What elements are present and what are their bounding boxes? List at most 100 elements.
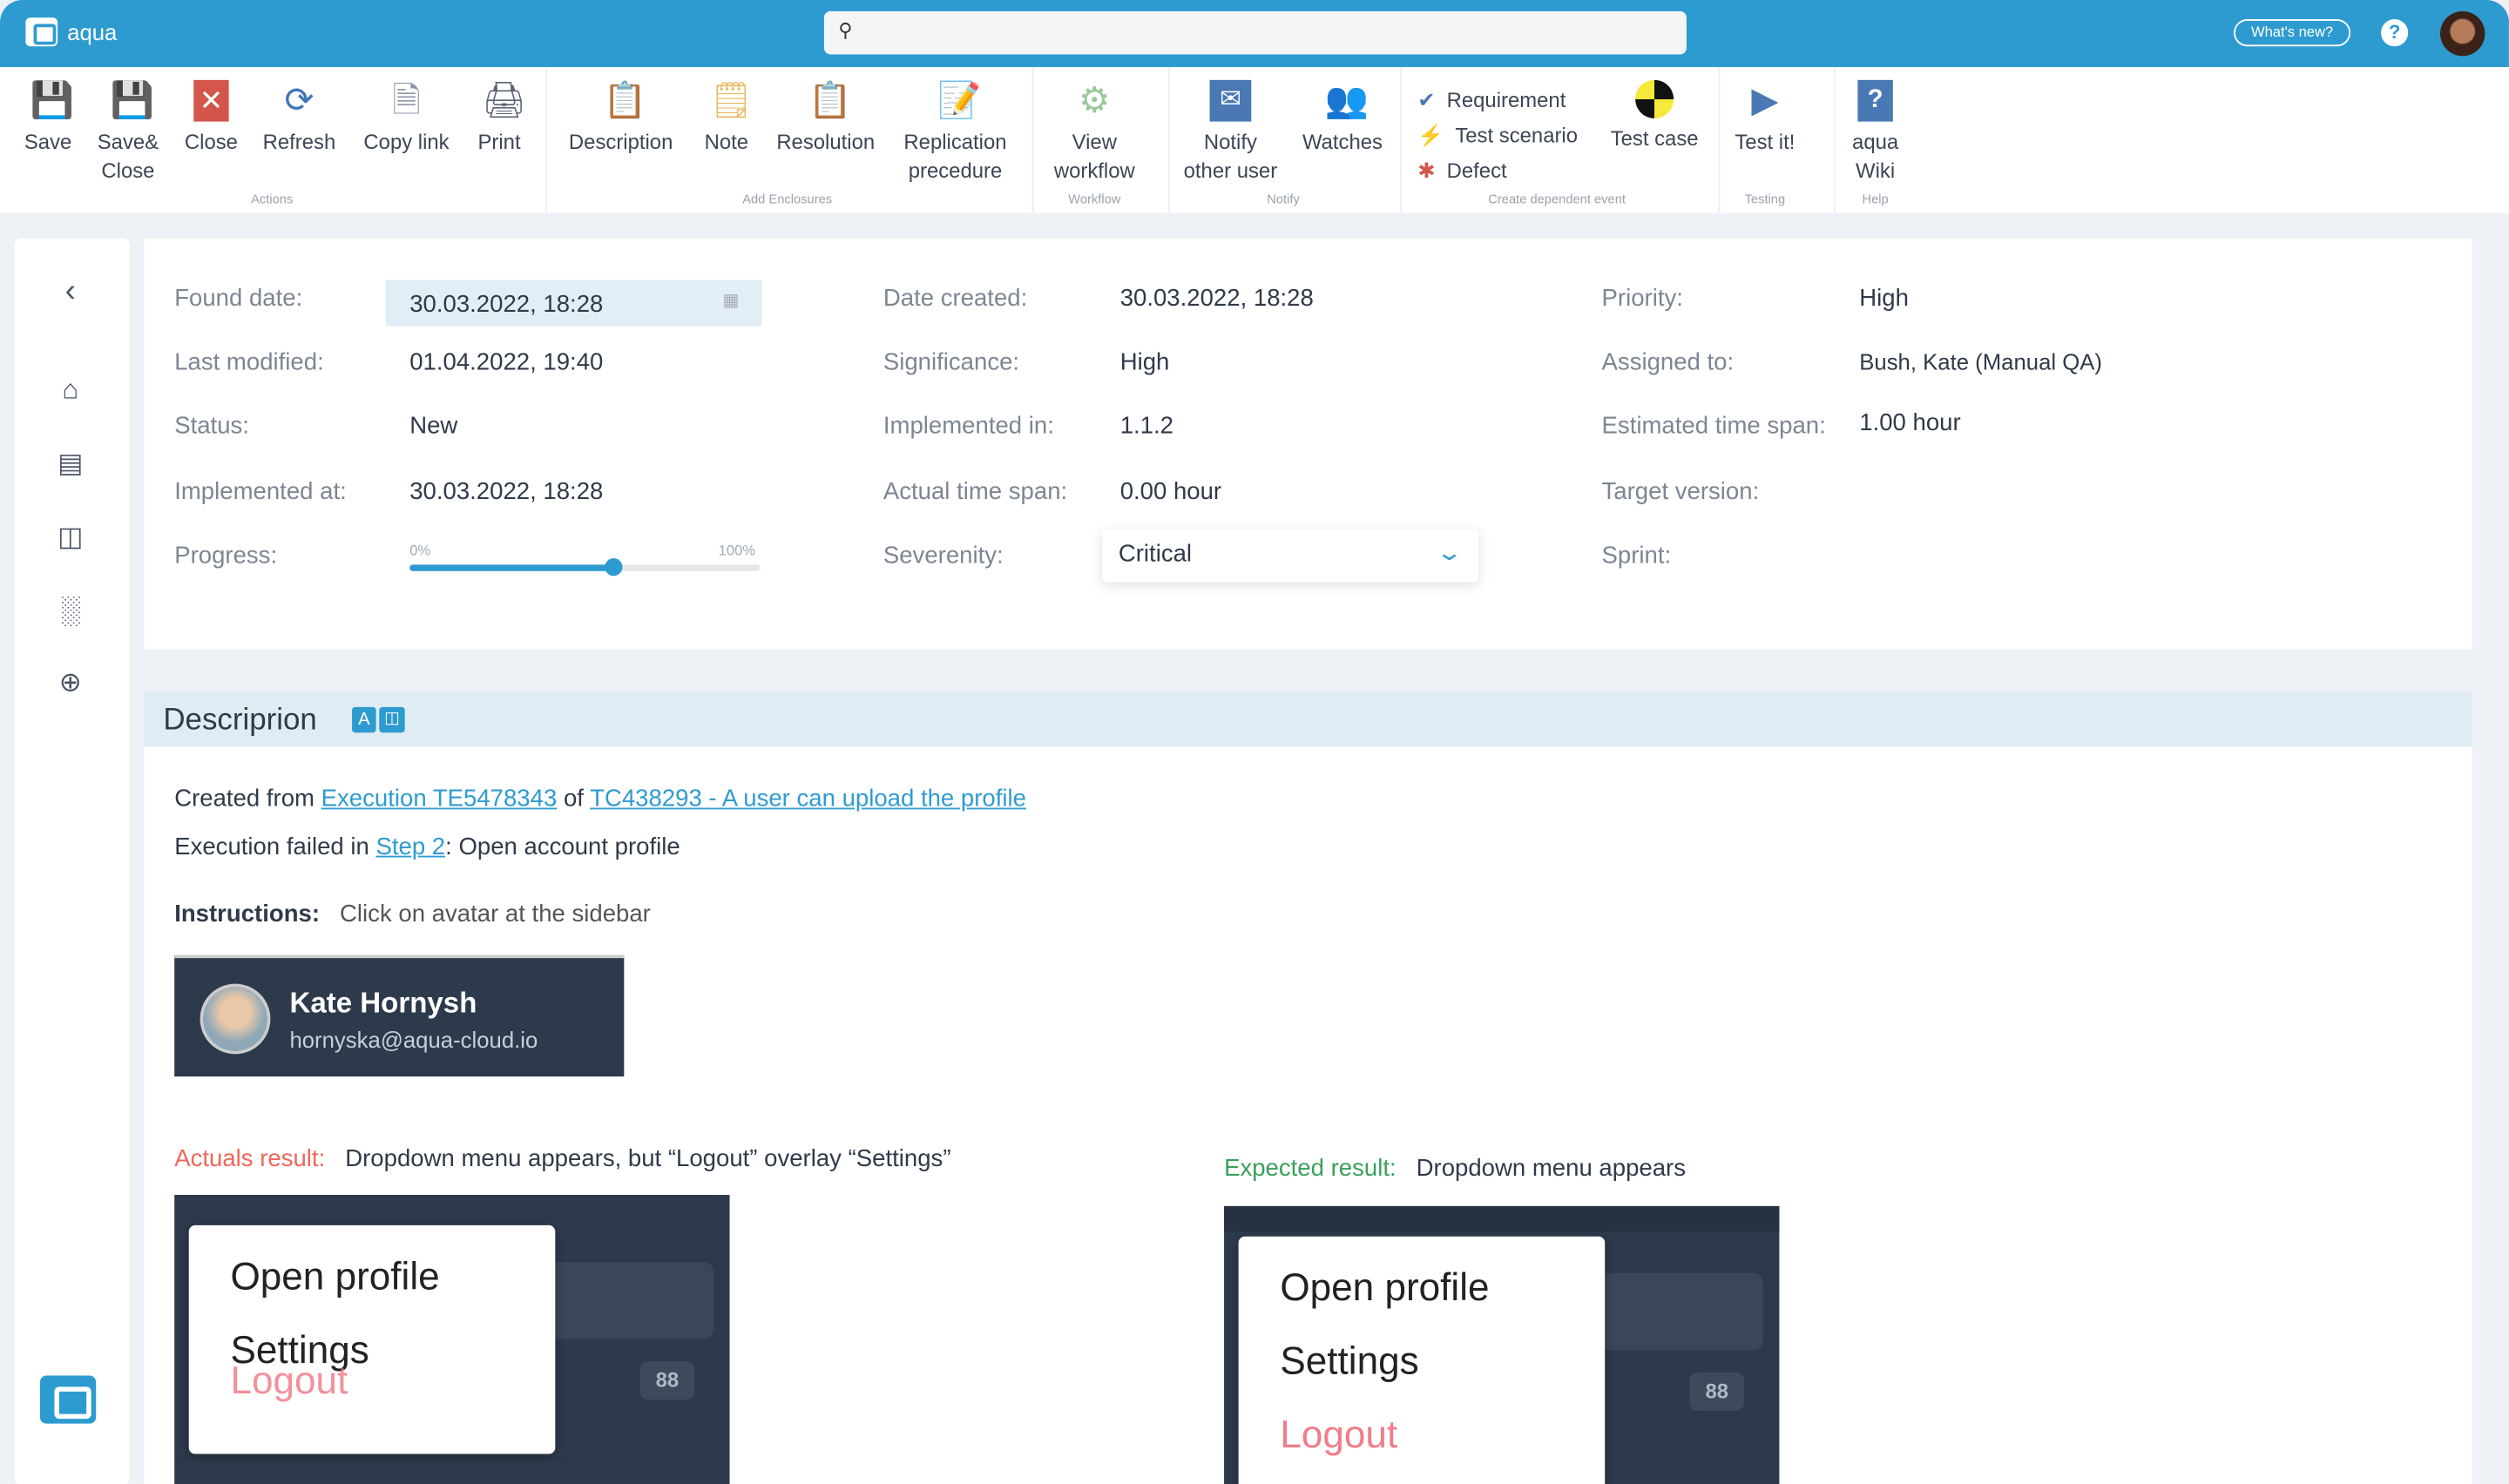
severity-select[interactable]: Critical ⌄ — [1102, 529, 1479, 583]
resolution-button[interactable]: 📋 Resolution — [774, 80, 877, 157]
search-input[interactable]: ⚲ — [823, 10, 1687, 55]
grid-icon[interactable]: ⊕ — [58, 666, 82, 698]
found-date-value[interactable]: 30.03.2022, 18:28 — [409, 291, 604, 319]
last-modified-value: 01.04.2022, 19:40 — [409, 348, 604, 376]
group-label: Actions — [251, 192, 294, 206]
requirement-button[interactable]: ✔ Requirement — [1417, 88, 1566, 113]
save-icon: 💾 — [30, 79, 75, 120]
play-icon: ▶ — [1751, 79, 1779, 120]
progress-label: Progress: — [174, 542, 278, 570]
back-chevron-icon[interactable]: ‹ — [64, 273, 76, 309]
menu-logout: Logout — [230, 1359, 348, 1403]
translate-icon[interactable]: ◫ — [379, 706, 405, 733]
left-sidebar: ‹ ⌂ ▤ ◫ ░ ⊕ — [14, 238, 130, 1484]
label: Resolution — [776, 129, 876, 154]
text: of — [563, 785, 584, 813]
app-logo[interactable]: aqua — [25, 17, 117, 47]
found-date-input[interactable]: ▦ — [385, 280, 762, 327]
progress-max: 100% — [718, 542, 755, 559]
replication-icon: 📝 — [937, 79, 982, 120]
copy-link-button[interactable]: 🗎 Copy link — [360, 80, 453, 157]
description-button[interactable]: 📋 Description — [564, 80, 679, 157]
font-icon[interactable]: A — [352, 706, 376, 733]
divider — [1718, 67, 1721, 213]
implemented-at-label: Implemented at: — [174, 478, 347, 506]
instructions-label: Instructions: — [174, 901, 321, 928]
aqua-wiki-button[interactable]: ? aqua Wiki — [1840, 79, 1910, 186]
home-icon[interactable]: ⌂ — [62, 374, 79, 405]
users-icon: 👥 — [1324, 79, 1369, 120]
label: Test case — [1610, 126, 1699, 151]
progress-slider[interactable] — [409, 558, 761, 577]
actual-time-value: 0.00 hour — [1119, 478, 1222, 506]
calendar-icon[interactable]: ▦ — [722, 291, 740, 311]
print-button[interactable]: 🖨 Print — [472, 80, 526, 157]
execution-link[interactable]: Execution TE5478343 — [321, 785, 558, 813]
label: Notify other user — [1183, 129, 1278, 183]
chart-icon[interactable]: ░ — [60, 595, 80, 626]
close-icon: ✕ — [193, 79, 229, 122]
view-workflow-button[interactable]: ⚙ View workflow — [1044, 80, 1146, 186]
test-case-button[interactable]: Test case — [1606, 79, 1702, 153]
map-icon[interactable]: ▤ — [57, 448, 84, 479]
whats-new-button[interactable]: What's new? — [2234, 19, 2351, 47]
refresh-button[interactable]: ⟳ Refresh — [262, 79, 336, 157]
note-button[interactable]: 🗒 Note — [698, 80, 755, 157]
defect-button[interactable]: ✱ Defect — [1417, 159, 1506, 184]
group-label: Workflow — [1068, 192, 1121, 206]
label: Defect — [1446, 158, 1507, 183]
decor — [1224, 1205, 1780, 1232]
last-modified-label: Last modified: — [174, 348, 324, 376]
step-link[interactable]: Step 2 — [375, 833, 446, 861]
replication-button[interactable]: 📝 Replication precedure — [896, 80, 1015, 186]
menu-logout: Logout — [1280, 1413, 1398, 1458]
notify-user-button[interactable]: ✉ Notify other user — [1178, 79, 1283, 186]
date-created-value: 30.03.2022, 18:28 — [1119, 284, 1314, 313]
text: Created from — [174, 785, 314, 813]
created-from-line: Created from Execution TE5478343 of TC43… — [174, 786, 1026, 813]
print-icon: 🖨 — [481, 79, 527, 120]
test-case-link[interactable]: TC438293 - A user can upload the profile — [590, 785, 1026, 813]
priority-label: Priority: — [1601, 284, 1683, 313]
text: Execution failed in — [174, 833, 369, 861]
close-button[interactable]: ✕ Close — [182, 79, 240, 157]
expected-text: Dropdown menu appears — [1416, 1155, 1686, 1183]
progress-min: 0% — [409, 542, 431, 559]
test-scenario-button[interactable]: ⚡ Test scenario — [1417, 123, 1578, 148]
mail-icon: ✉ — [1209, 79, 1252, 122]
label: Close — [184, 129, 238, 154]
estimated-label: Estimated time span: — [1601, 412, 1826, 441]
test-it-button[interactable]: ▶ Test it! — [1728, 80, 1802, 157]
aqua-logo-icon — [25, 17, 58, 47]
menu-open-profile: Open profile — [230, 1255, 440, 1299]
label: Description — [568, 129, 673, 154]
progress-fill — [409, 564, 613, 571]
severity-value: Critical — [1118, 540, 1193, 569]
divider — [1400, 67, 1402, 213]
wiki-help-icon: ? — [1857, 79, 1893, 122]
save-close-button[interactable]: 💾 Save& Close — [93, 80, 164, 186]
save-close-icon: 💾 — [110, 79, 155, 120]
actual-time-label: Actual time span: — [883, 478, 1068, 506]
refresh-icon: ⟳ — [284, 79, 314, 120]
save-button[interactable]: 💾 Save — [23, 80, 74, 157]
actual-screenshot: 88 Open profile Settings Logout — [174, 1195, 730, 1484]
failed-line: Execution failed in Step 2: Open account… — [174, 833, 680, 860]
avatar[interactable] — [2439, 10, 2485, 57]
description-header: Descriprion A ◫ — [144, 691, 2472, 747]
requirement-icon: ✔ — [1417, 88, 1436, 112]
code-icon[interactable]: ◫ — [57, 521, 84, 552]
label: aqua Wiki — [1852, 129, 1899, 183]
sprint-label: Sprint: — [1601, 542, 1672, 570]
status-value: New — [409, 412, 458, 441]
target-version-label: Target version: — [1601, 478, 1760, 506]
help-button[interactable]: ? — [2381, 19, 2409, 47]
aqua-logo-icon[interactable] — [39, 1375, 97, 1424]
text: : Open account profile — [445, 833, 680, 861]
test-case-icon — [1635, 79, 1674, 118]
progress-thumb[interactable] — [605, 558, 623, 577]
bug-icon: ✱ — [1417, 158, 1436, 183]
dropdown-menu: Open profile Settings Logout — [1238, 1236, 1606, 1484]
profile-email: hornyska@aqua-cloud.io — [289, 1027, 538, 1053]
watches-button[interactable]: 👥 Watches — [1299, 80, 1385, 157]
